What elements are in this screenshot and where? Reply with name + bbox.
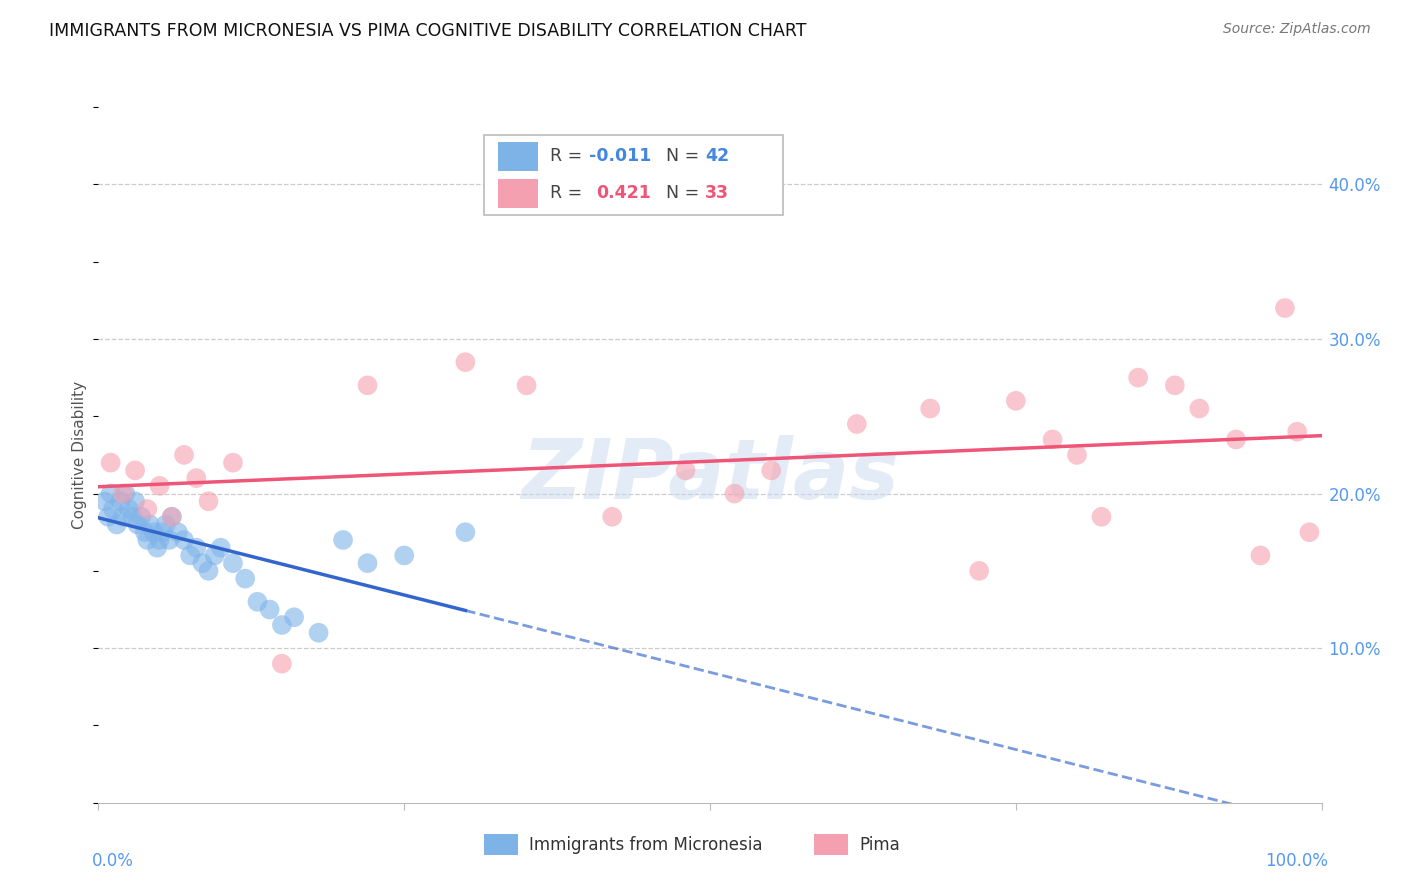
Text: Source: ZipAtlas.com: Source: ZipAtlas.com <box>1223 22 1371 37</box>
Text: ZIPatlas: ZIPatlas <box>522 435 898 516</box>
Bar <box>498 178 537 208</box>
Bar <box>484 834 517 855</box>
Text: 100.0%: 100.0% <box>1265 852 1327 870</box>
Point <box>259 602 281 616</box>
Point <box>160 509 183 524</box>
Point <box>332 533 354 547</box>
Point <box>1042 433 1064 447</box>
FancyBboxPatch shape <box>484 135 783 215</box>
Point <box>270 618 294 632</box>
Point <box>1249 549 1271 563</box>
Point <box>1128 370 1150 384</box>
Point <box>136 533 159 547</box>
Point <box>600 509 623 524</box>
Point <box>186 471 208 485</box>
Text: R =: R = <box>550 147 588 166</box>
Point <box>142 525 165 540</box>
Point <box>160 509 183 524</box>
Point <box>1164 378 1187 392</box>
Text: N =: N = <box>666 147 704 166</box>
Point <box>105 517 128 532</box>
Point <box>179 549 201 563</box>
Point <box>93 494 115 508</box>
Bar <box>814 834 848 855</box>
Point <box>1286 425 1309 439</box>
Point <box>100 486 122 500</box>
Point <box>149 479 172 493</box>
Point <box>233 572 256 586</box>
Point <box>101 502 124 516</box>
Point <box>127 517 149 532</box>
Point <box>1066 448 1088 462</box>
Text: 42: 42 <box>706 147 730 166</box>
Point <box>197 494 219 508</box>
Point <box>1004 393 1026 408</box>
Point <box>157 533 180 547</box>
Point <box>197 564 219 578</box>
Point <box>124 463 146 477</box>
Point <box>675 463 697 477</box>
Point <box>134 525 156 540</box>
Point <box>139 517 162 532</box>
Point <box>173 448 195 462</box>
Point <box>308 625 330 640</box>
Point <box>222 556 245 570</box>
Text: Immigrants from Micronesia: Immigrants from Micronesia <box>529 836 762 854</box>
Point <box>515 378 537 392</box>
Text: R =: R = <box>550 185 593 202</box>
Point <box>967 564 990 578</box>
Point <box>270 657 294 671</box>
Point <box>761 463 783 477</box>
Point <box>129 509 152 524</box>
Point <box>167 525 190 540</box>
Point <box>100 456 122 470</box>
Point <box>454 355 477 369</box>
Point <box>111 486 134 500</box>
Text: Pima: Pima <box>859 836 900 854</box>
Point <box>186 541 208 555</box>
Point <box>392 549 416 563</box>
Point <box>283 610 305 624</box>
Point <box>204 549 226 563</box>
Text: IMMIGRANTS FROM MICRONESIA VS PIMA COGNITIVE DISABILITY CORRELATION CHART: IMMIGRANTS FROM MICRONESIA VS PIMA COGNI… <box>49 22 807 40</box>
Point <box>110 494 132 508</box>
Point <box>845 417 868 431</box>
Point <box>149 533 172 547</box>
Text: 0.421: 0.421 <box>596 185 651 202</box>
Point <box>118 502 141 516</box>
Text: 0.0%: 0.0% <box>93 852 134 870</box>
Point <box>124 494 146 508</box>
Point <box>97 509 120 524</box>
Point <box>150 525 173 540</box>
Point <box>114 486 136 500</box>
Point <box>723 486 745 500</box>
Point <box>454 525 477 540</box>
Y-axis label: Cognitive Disability: Cognitive Disability <box>72 381 87 529</box>
Point <box>356 378 378 392</box>
Point <box>356 556 378 570</box>
Text: -0.011: -0.011 <box>589 147 651 166</box>
Point <box>246 595 269 609</box>
Point <box>146 541 169 555</box>
Point <box>121 509 143 524</box>
Text: N =: N = <box>666 185 704 202</box>
Point <box>1188 401 1211 416</box>
Point <box>191 556 214 570</box>
Point <box>222 456 245 470</box>
Point <box>111 509 134 524</box>
Bar <box>498 142 537 171</box>
Point <box>136 502 159 516</box>
Point <box>209 541 232 555</box>
Text: 33: 33 <box>706 185 730 202</box>
Point <box>173 533 195 547</box>
Point <box>1225 433 1247 447</box>
Point <box>1090 509 1112 524</box>
Point <box>1274 301 1296 315</box>
Point <box>155 517 177 532</box>
Point <box>1298 525 1320 540</box>
Point <box>920 401 942 416</box>
